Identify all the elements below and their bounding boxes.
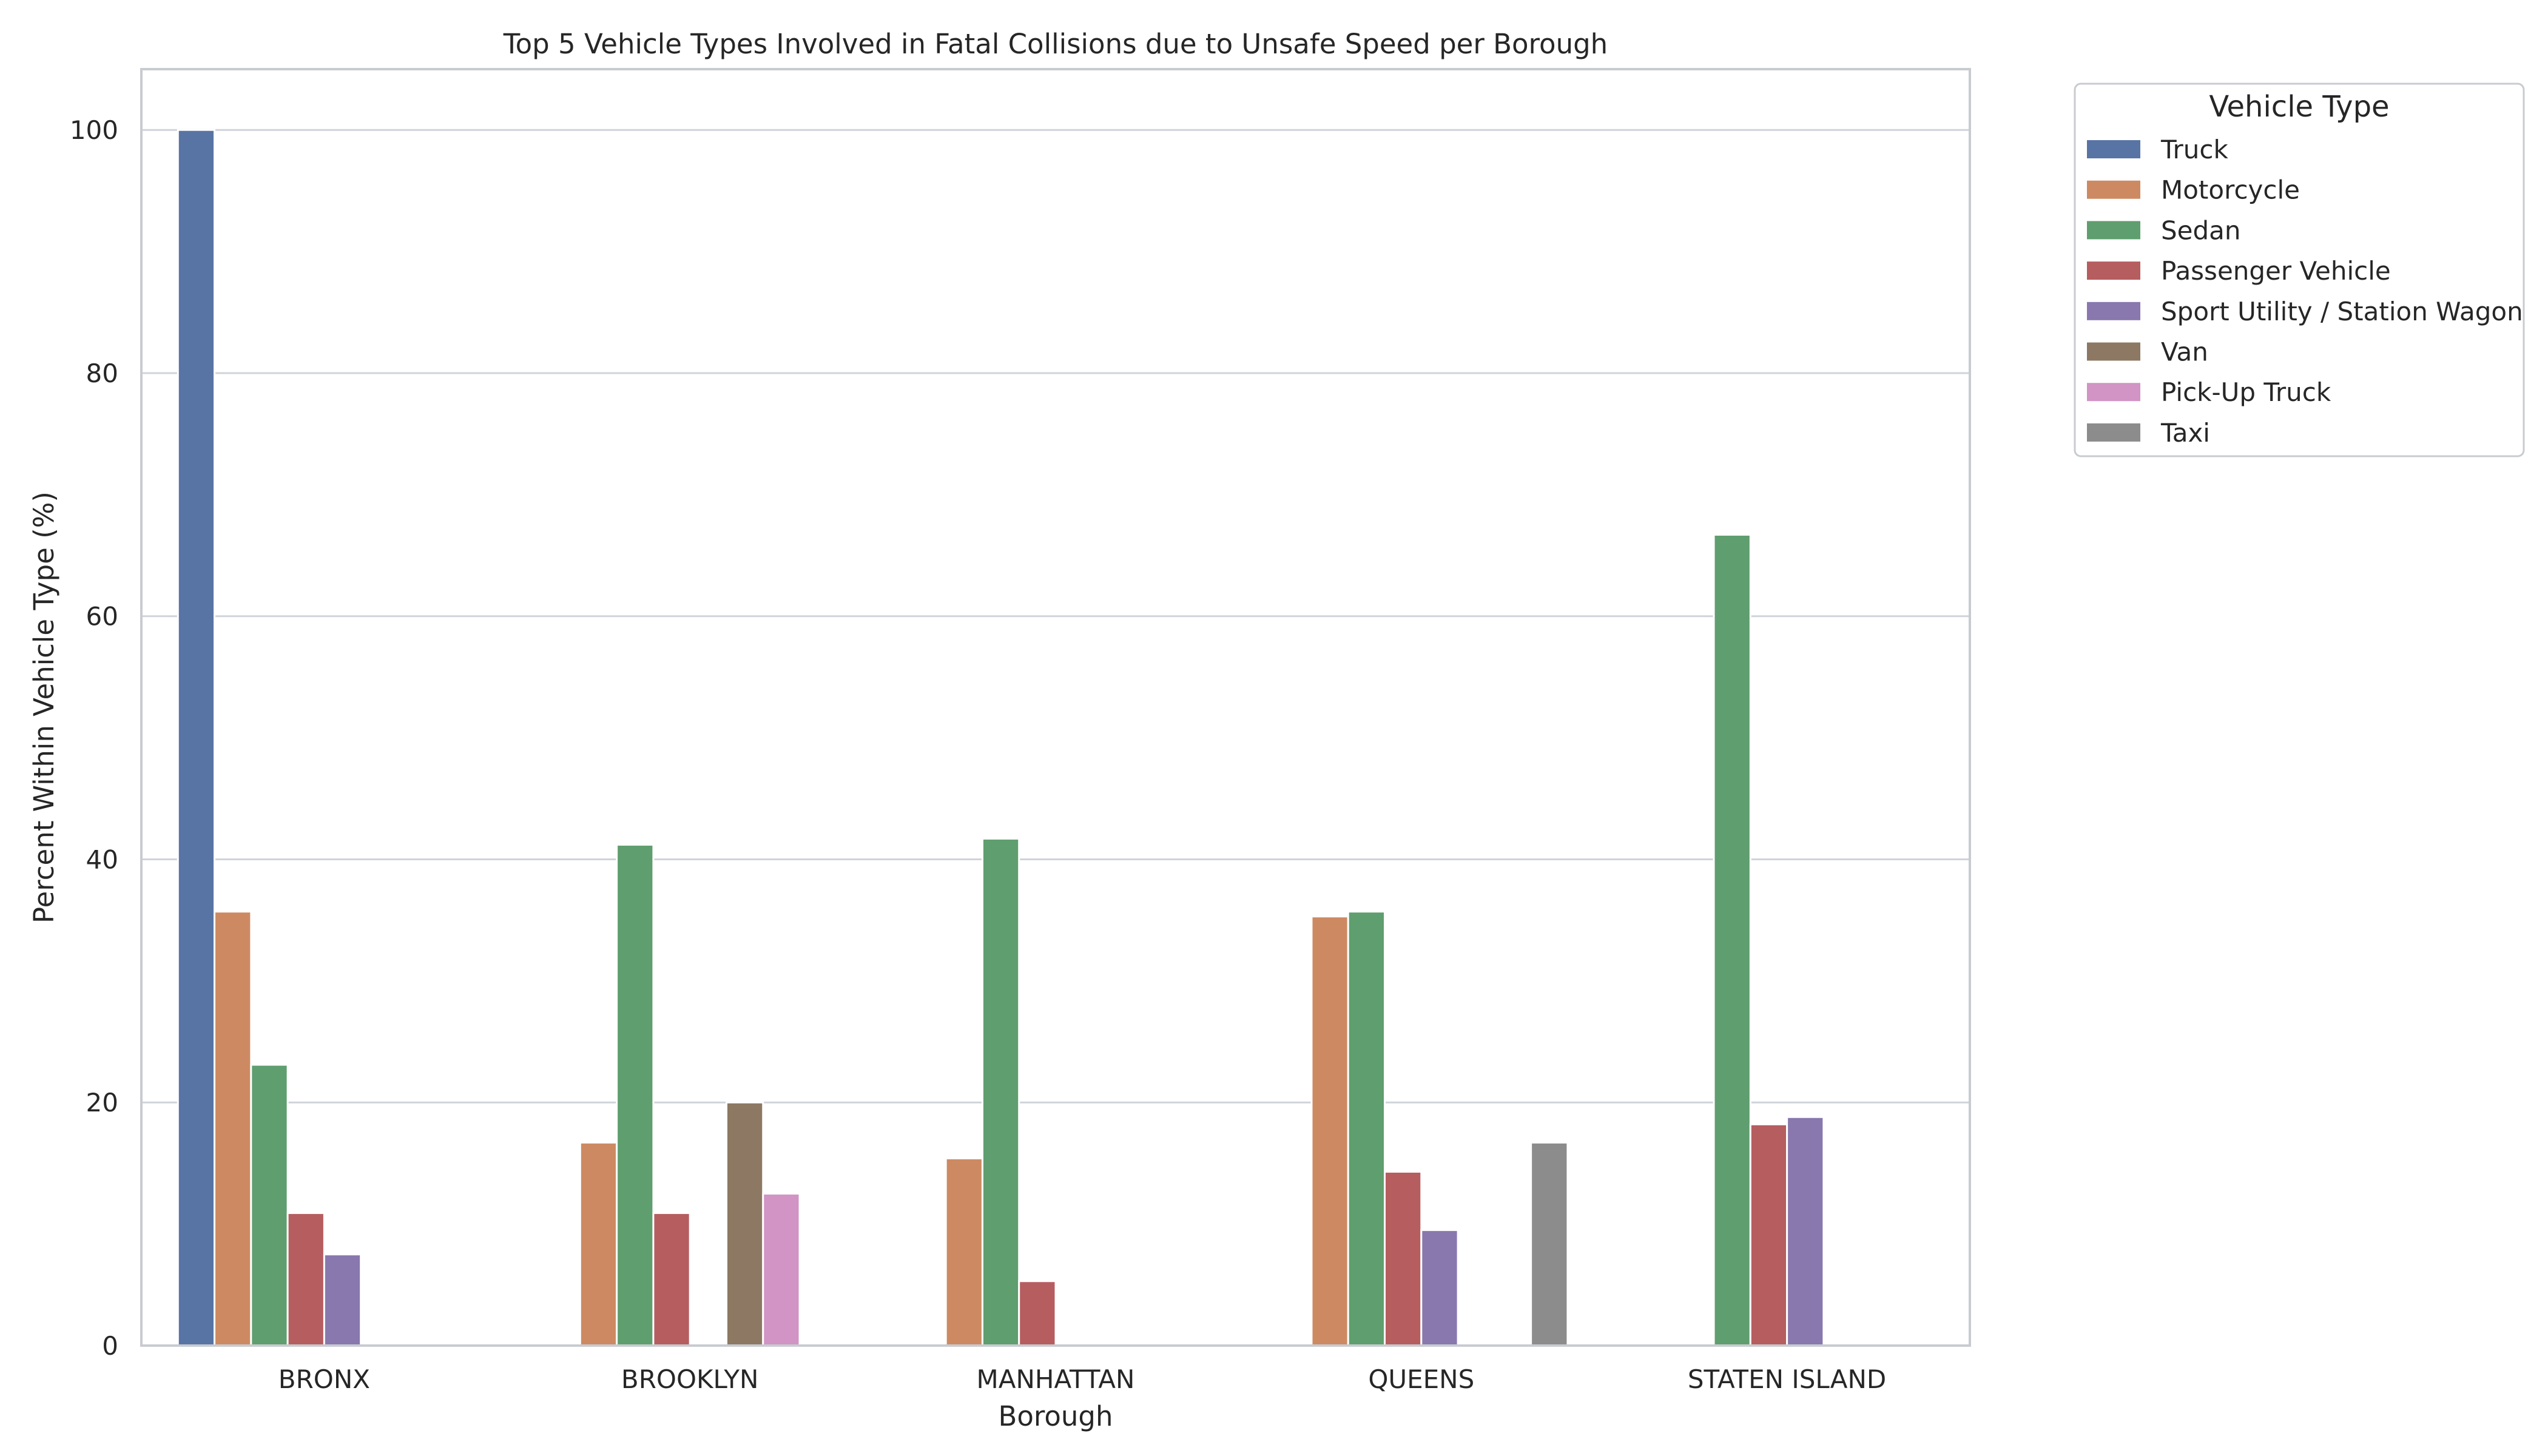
legend-label: Sedan [2161,215,2241,245]
gridlines [141,129,1970,1104]
bar-manhattan-motorcycle [945,1157,983,1347]
bar-manhattan-passenger-vehicle [1018,1280,1057,1347]
bar-brooklyn-pick-up-truck [762,1193,801,1347]
bar-manhattan-sedan [981,837,1020,1347]
legend-swatch [2087,383,2140,402]
legend-label: Pick-Up Truck [2161,377,2331,407]
bar-queens-sport-utility-station-wagon [1420,1229,1459,1347]
legend-item-taxi: Taxi [2087,418,2210,448]
legend-swatch [2087,261,2140,280]
x-tick-label: MANHATTAN [977,1364,1135,1394]
x-axis-ticks: BRONX BROOKLYN MANHATTAN QUEENS STATEN ISLAN… [278,1364,1887,1394]
x-tick-label: STATEN ISLAND [1688,1364,1886,1394]
bar-brooklyn-sedan [616,843,655,1347]
legend-item-passenger-vehicle: Passenger Vehicle [2087,256,2391,286]
bars [177,129,1825,1347]
bar-staten-island-passenger-vehicle [1749,1123,1788,1347]
bar-brooklyn-motorcycle [579,1141,618,1347]
legend-label: Taxi [2160,418,2210,448]
bar-bronx-truck [177,129,216,1347]
y-tick-label: 20 [86,1088,118,1117]
x-axis-label: Borough [998,1400,1113,1432]
y-tick-label: 100 [70,115,118,145]
legend-label: Motorcycle [2161,175,2300,205]
legend-swatch [2087,180,2140,199]
bar-brooklyn-van [725,1101,764,1347]
y-tick-label: 0 [102,1331,118,1361]
y-tick-label: 40 [86,844,118,874]
legend-swatch [2087,342,2140,361]
legend-label: Truck [2160,135,2228,164]
bar-queens-passenger-vehicle [1384,1170,1423,1347]
legend-item-sedan: Sedan [2087,215,2241,245]
y-tick-label: 60 [86,602,118,632]
bar-bronx-passenger-vehicle [286,1212,325,1347]
bar-bronx-motorcycle [214,911,252,1347]
plot-frame [140,68,1971,1347]
legend-title: Vehicle Type [2209,90,2389,124]
chart-title: Top 5 Vehicle Types Involved in Fatal Co… [503,28,1608,60]
bar-brooklyn-passenger-vehicle [652,1212,691,1347]
legend-box [2074,83,2525,457]
legend-item-sport-utility-station-wagon: Sport Utility / Station Wagon [2087,297,2523,326]
legend-label: Passenger Vehicle [2161,256,2391,286]
legend-item-pick-up-truck: Pick-Up Truck [2087,377,2331,407]
bar-staten-island-sport-utility-station-wagon [1786,1116,1825,1347]
bar-bronx-sport-utility-station-wagon [323,1253,362,1347]
legend-item-van: Van [2087,337,2208,367]
legend-label: Van [2161,337,2208,367]
legend-swatch [2087,221,2140,240]
legend-swatch [2087,423,2140,442]
legend-label: Sport Utility / Station Wagon [2161,297,2523,326]
legend-swatch [2087,302,2140,320]
y-tick-label: 80 [86,359,118,388]
x-tick-label: QUEENS [1368,1364,1474,1394]
y-axis-ticks: 0 20 40 60 80 100 [70,115,118,1361]
legend-item-motorcycle: Motorcycle [2087,175,2300,205]
y-axis-label: Percent Within Vehicle Type (%) [28,491,60,923]
bar-queens-sedan [1347,911,1386,1347]
x-tick-label: BRONX [278,1364,370,1394]
legend-items: Truck Motorcycle Sedan Passenger Vehicle Spo… [2087,135,2523,448]
bar-queens-motorcycle [1310,915,1349,1347]
bar-bronx-sedan [250,1063,289,1347]
legend: Vehicle Type Truck Motorcycle Sedan Passeng… [2074,83,2525,457]
legend-item-truck: Truck [2087,135,2228,164]
bar-queens-taxi [1530,1141,1569,1347]
legend-swatch [2087,140,2140,158]
bar-staten-island-sedan [1713,533,1751,1347]
x-tick-label: BROOKLYN [621,1364,759,1394]
